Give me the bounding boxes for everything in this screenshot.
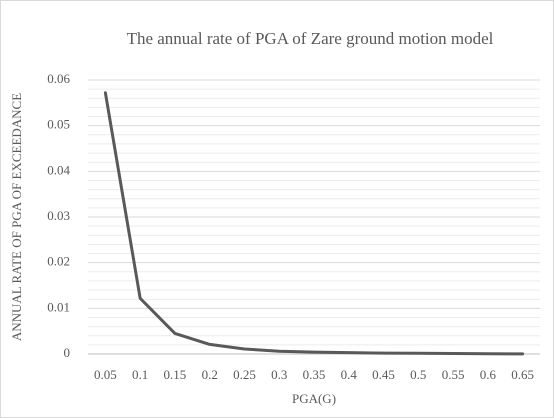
y-axis-title: ANNUAL RATE OF PGA OF EXCEEDANCE [9,93,24,341]
y-tick-label: 0.03 [47,208,70,223]
y-tick-label: 0.02 [47,254,70,269]
y-tick-label: 0.05 [47,117,70,132]
data-line [103,91,525,356]
x-tick-label: 0.2 [202,367,218,382]
x-tick-label: 0.45 [372,367,395,382]
x-axis-title: PGA(G) [292,391,336,406]
x-tick-label: 0.65 [511,367,534,382]
y-tick-label: 0.06 [47,71,70,86]
x-tick-label: 0.4 [341,367,358,382]
x-tick-label: 0.05 [94,367,117,382]
y-tick-label: 0.01 [47,299,70,314]
y-tick-label: 0.04 [47,162,70,177]
x-tick-label: 0.15 [164,367,187,382]
x-tick-label: 0.6 [480,367,497,382]
y-tick-label: 0 [64,345,71,360]
x-tick-label: 0.25 [233,367,256,382]
chart-title: The annual rate of PGA of Zare ground mo… [127,29,494,48]
x-tick-label: 0.3 [271,367,287,382]
x-tick-label: 0.35 [303,367,326,382]
x-tick-label: 0.1 [132,367,148,382]
x-tick-label: 0.55 [442,367,465,382]
x-tick-label: 0.5 [410,367,426,382]
